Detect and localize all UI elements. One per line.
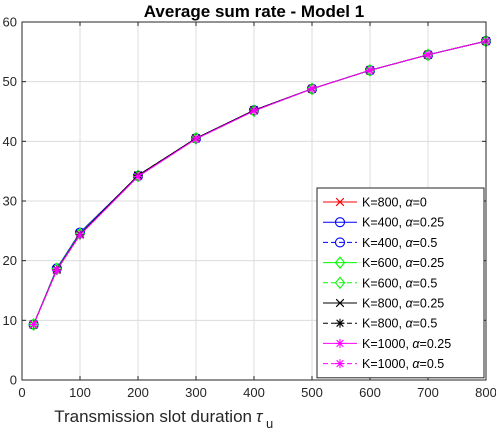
- legend-label: K=1000, α=0.5: [362, 357, 444, 371]
- marker-star: [365, 65, 375, 75]
- y-tick-label: 40: [3, 134, 17, 149]
- x-axis-label-symbol: τ: [256, 407, 264, 426]
- legend-item: K=600, α=0.5: [323, 276, 437, 290]
- data-point-marker: [307, 84, 317, 94]
- marker-star: [335, 338, 345, 348]
- legend-label: K=600, α=0.25: [362, 256, 444, 270]
- y-tick-label: 60: [3, 15, 17, 30]
- y-tick-label: 0: [10, 373, 17, 388]
- legend-item: K=800, α=0.25: [323, 297, 444, 311]
- legend: K=800, α=0 K=400, α=0.25 K=400, α=0.5 K=600…: [316, 187, 485, 379]
- x-axis-label: Transmission slot duration: [54, 407, 252, 426]
- marker-star: [249, 106, 259, 116]
- legend-item: K=1000, α=0.25: [323, 337, 451, 351]
- data-point-marker: [306, 82, 318, 96]
- marker-star: [29, 320, 39, 330]
- series-layer: [28, 34, 492, 331]
- x-axis-label-subscript: u: [266, 416, 273, 431]
- marker-diamond: [364, 63, 376, 77]
- x-tick-label: 100: [69, 385, 91, 400]
- data-point-marker: [334, 276, 346, 290]
- legend-label: K=800, α=0.25: [362, 297, 444, 311]
- x-tick-label: 700: [417, 385, 439, 400]
- legend-alpha: α=0.25: [412, 337, 451, 351]
- series-line: [33, 40, 487, 325]
- x-tick-label: 600: [359, 385, 381, 400]
- y-tick-label: 30: [3, 194, 17, 209]
- axis-ticks: 0 100 200 300 400 500 600 700 800 0 10 20 30 40 50 60: [3, 15, 496, 401]
- data-point-marker: [75, 230, 85, 240]
- marker-x: [335, 298, 345, 308]
- marker-star: [52, 265, 62, 275]
- marker-star: [191, 134, 201, 144]
- legend-item: K=400, α=0.5: [323, 236, 437, 250]
- data-point-marker: [334, 237, 346, 248]
- marker-star: [75, 230, 85, 240]
- data-point-marker: [28, 318, 39, 331]
- marker-star: [335, 359, 345, 369]
- y-tick-label: 20: [3, 253, 17, 268]
- legend-alpha: α=0: [405, 196, 426, 210]
- legend-alpha: α=0.5: [405, 236, 437, 250]
- marker-star: [423, 50, 433, 60]
- legend-alpha: α=0.25: [405, 216, 444, 230]
- data-point-marker: [365, 65, 375, 75]
- data-point-marker: [364, 63, 376, 77]
- legend-item: K=400, α=0.25: [323, 216, 444, 230]
- x-tick-label: 200: [127, 385, 149, 400]
- data-point-marker: [423, 50, 433, 60]
- legend-alpha: α=0.5: [405, 317, 437, 331]
- x-tick-label: 800: [475, 385, 496, 400]
- legend-item: K=800, α=0.5: [323, 317, 437, 331]
- data-point-marker: [335, 338, 345, 348]
- data-point-marker: [334, 217, 346, 228]
- legend-alpha: α=0.25: [405, 256, 444, 270]
- data-point-marker: [29, 320, 39, 330]
- marker-x: [335, 197, 345, 207]
- x-tick-label: 0: [18, 385, 25, 400]
- data-point-marker: [334, 256, 346, 269]
- legend-label: K=1000, α=0.25: [362, 337, 451, 351]
- data-point-marker: [335, 359, 345, 369]
- marker-diamond: [334, 256, 346, 269]
- y-tick-label: 50: [3, 74, 17, 89]
- legend-label: K=600, α=0.5: [362, 276, 437, 290]
- chart-title: Average sum rate - Model 1: [144, 2, 364, 21]
- marker-star: [335, 318, 345, 328]
- y-tick-label: 10: [3, 313, 17, 328]
- x-tick-label: 300: [185, 385, 207, 400]
- legend-label: K=400, α=0.5: [362, 236, 437, 250]
- marker-star: [307, 84, 317, 94]
- data-point-marker: [335, 197, 345, 207]
- legend-item: K=600, α=0.25: [323, 256, 444, 270]
- legend-alpha: α=0.25: [405, 297, 444, 311]
- data-point-marker: [335, 298, 345, 308]
- legend-item: K=800, α=0: [323, 196, 427, 210]
- marker-circle: [334, 237, 346, 248]
- legend-alpha: α=0.5: [405, 276, 437, 290]
- data-point-marker: [335, 318, 345, 328]
- legend-label: K=400, α=0.25: [362, 216, 444, 230]
- marker-diamond: [334, 276, 346, 290]
- legend-alpha: α=0.5: [412, 357, 444, 371]
- data-point-marker: [249, 106, 259, 116]
- series-8: [29, 36, 491, 330]
- marker-circle: [334, 217, 346, 228]
- data-point-marker: [191, 134, 201, 144]
- marker-star: [133, 172, 143, 182]
- legend-item: K=1000, α=0.5: [323, 357, 444, 371]
- x-tick-label: 500: [301, 385, 323, 400]
- marker-diamond: [306, 82, 318, 96]
- data-point-marker: [52, 265, 62, 275]
- legend-label: K=800, α=0.5: [362, 317, 437, 331]
- data-point-marker: [133, 172, 143, 182]
- marker-diamond: [422, 48, 434, 62]
- legend-label: K=800, α=0: [362, 196, 427, 210]
- data-point-marker: [422, 48, 434, 62]
- marker-diamond: [28, 318, 39, 331]
- x-tick-label: 400: [243, 385, 265, 400]
